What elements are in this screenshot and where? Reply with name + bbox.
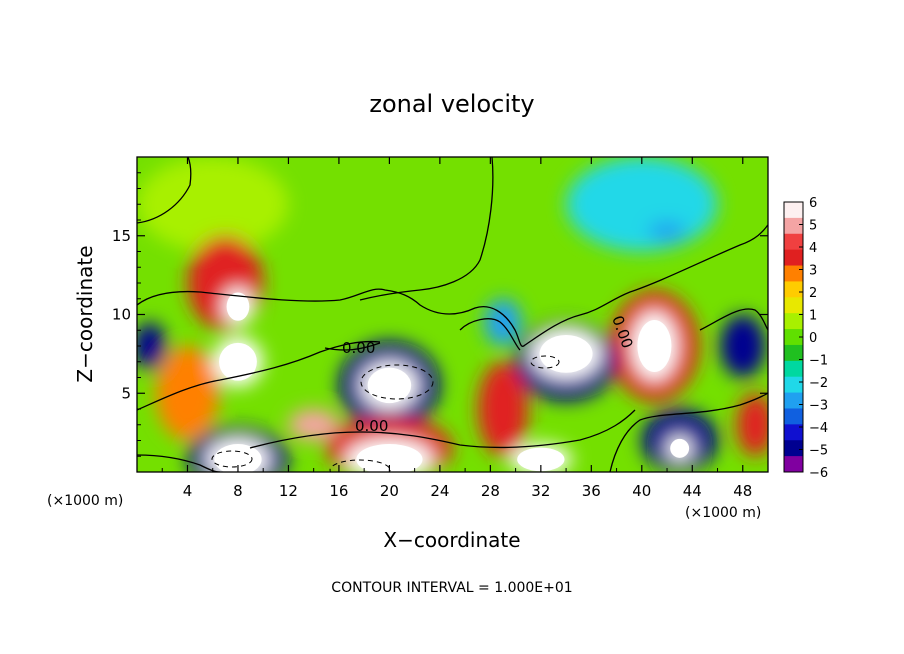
field-feature — [137, 157, 289, 252]
contour-label: 0.00 — [342, 339, 375, 357]
field-feature — [648, 221, 686, 241]
field-feature — [484, 298, 522, 346]
y-tick-label: 5 — [121, 384, 131, 402]
x-tick-label: 12 — [279, 482, 298, 500]
field-feature — [720, 314, 766, 378]
colorbar: 6 5 4 3 2 1 0 −1 −2 −3 −4 −5 −6 — [783, 196, 828, 481]
x-tick-label: 44 — [683, 482, 702, 500]
colorbar-swatch — [784, 440, 803, 457]
negative-contour — [530, 355, 560, 369]
contour-interval-footer: CONTOUR INTERVAL = 1.000E+01 — [331, 580, 572, 596]
zero-contours — [137, 157, 768, 472]
y-axis-label: Z−coordinate — [73, 245, 97, 382]
x-axis: 4 8 12 16 20 24 28 32 36 40 44 48 — [161, 157, 752, 500]
field-core — [517, 447, 565, 472]
colorbar-tick-label: 2 — [809, 286, 817, 301]
y-tick-label: 15 — [112, 227, 131, 245]
x-tick-label: 36 — [582, 482, 601, 500]
x-tick-label: 8 — [233, 482, 243, 500]
y-tick-label: 10 — [112, 306, 131, 324]
colorbar-tick-label: 1 — [809, 309, 817, 324]
field-core — [356, 444, 423, 472]
chart-title: zonal velocity — [369, 90, 534, 118]
zero-contour-line — [459, 318, 521, 351]
plot-area: 0.00 0.00 0.00 — [137, 157, 768, 472]
field-core — [219, 342, 257, 381]
zero-contour-line — [137, 157, 192, 224]
field-core — [214, 444, 262, 472]
x-tick-label: 40 — [632, 482, 651, 500]
field-core — [226, 292, 250, 321]
x-tick-label: 4 — [183, 482, 193, 500]
field-core — [670, 438, 690, 458]
colorbar-tick-label: −5 — [809, 444, 828, 459]
colorbar-swatch — [784, 313, 803, 330]
zero-contour-line — [699, 308, 768, 331]
colorbar-tick-label: 6 — [809, 196, 817, 211]
y-unit-note: (×1000 m) — [685, 505, 761, 521]
field-core — [539, 334, 593, 373]
colorbar-tick-label: −2 — [809, 376, 828, 391]
colorbar-swatch — [784, 360, 803, 378]
colorbar-tick-label: 3 — [809, 264, 817, 279]
colorbar-tick-label: −3 — [809, 399, 828, 414]
colorbar-tick-label: −4 — [809, 421, 828, 436]
colorbar-swatch — [784, 217, 803, 235]
colorbar-tick-label: 5 — [809, 219, 817, 234]
colorbar-swatch — [784, 424, 803, 441]
zero-contour-line — [324, 342, 381, 351]
negative-contour — [211, 450, 253, 468]
zero-contour-line — [249, 409, 636, 449]
field-feature — [155, 346, 220, 441]
colorbar-swatch — [784, 376, 803, 394]
x-tick-label: 32 — [531, 482, 550, 500]
field-feature — [137, 322, 167, 370]
x-tick-label: 48 — [733, 482, 752, 500]
field-feature — [736, 393, 768, 457]
colorbar-swatch — [784, 265, 803, 282]
colorbar-swatch — [784, 202, 803, 219]
colorbar-swatch — [784, 344, 803, 362]
zero-contour-line — [609, 392, 768, 472]
x-axis-label: X−coordinate — [383, 528, 520, 552]
colorbar-swatch — [784, 456, 803, 473]
colorbar-swatch — [784, 233, 803, 251]
colorbar-swatch — [784, 249, 803, 267]
colorbar-swatch — [784, 392, 803, 409]
field-feature — [288, 409, 339, 441]
zero-contour-line — [359, 157, 494, 301]
colorbar-swatch — [784, 297, 803, 314]
x-tick-label: 16 — [329, 482, 348, 500]
colorbar-tick-label: 0 — [809, 331, 817, 346]
x-unit-note: (×1000 m) — [47, 493, 123, 509]
field-feature — [477, 361, 529, 457]
x-tick-label: 20 — [380, 482, 399, 500]
colorbar-swatch — [784, 408, 803, 425]
contour-label: 0.00 — [355, 417, 388, 435]
field-core — [367, 367, 412, 404]
colorbar-swatch — [784, 281, 803, 298]
zero-contour-line — [137, 224, 768, 347]
x-tick-label: 24 — [430, 482, 449, 500]
colorbar-tick-label: 4 — [809, 241, 817, 256]
field-core — [637, 320, 672, 372]
colorbar-tick-label: −1 — [809, 354, 828, 369]
zero-contour-line — [137, 340, 381, 411]
negative-contour — [360, 364, 434, 400]
colorbar-tick-label: −6 — [809, 466, 828, 481]
field-feature — [566, 157, 718, 252]
colorbar-swatch — [784, 329, 803, 346]
x-tick-label: 28 — [481, 482, 500, 500]
y-axis: 5 10 15 — [112, 172, 768, 457]
